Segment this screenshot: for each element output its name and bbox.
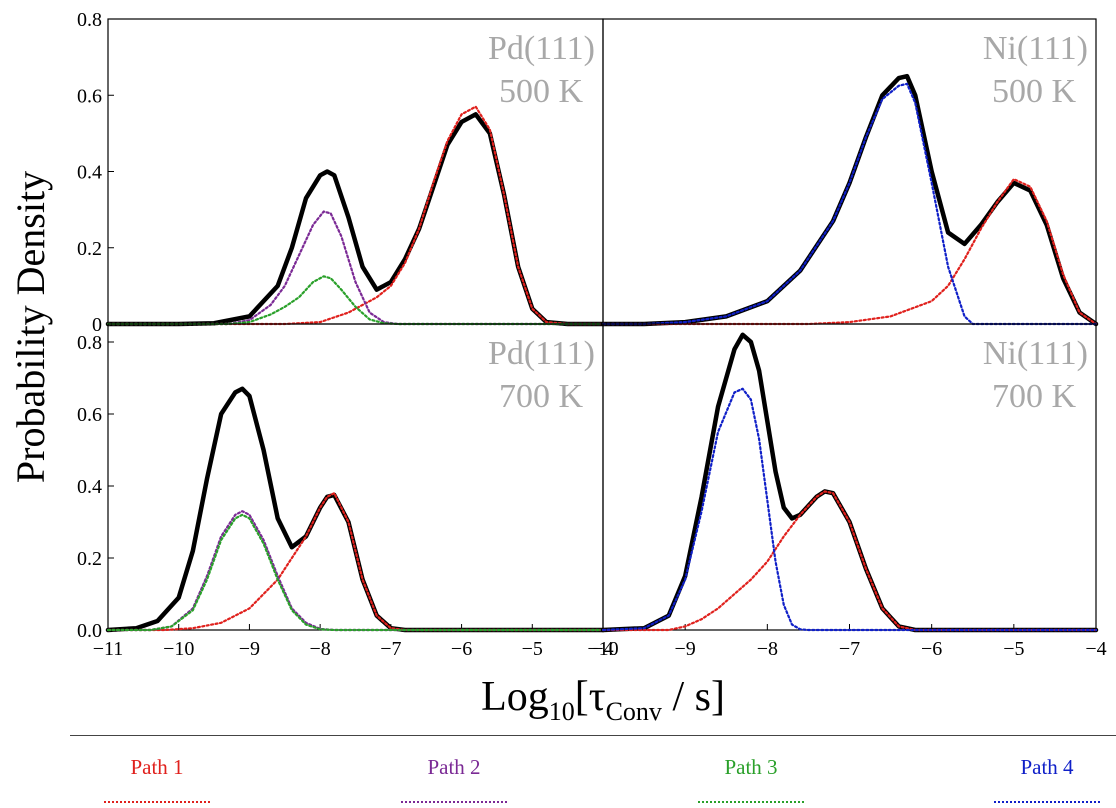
legend-divider [70,735,1116,736]
legend-item-path-4: Path 4 [1020,755,1074,779]
panel-pd-500-series-total [105,112,606,327]
panel-pd-500-series-path-2 [106,210,605,326]
panel-pd-700-xtick-label: −5 [522,638,543,660]
panel-pd-700-series-path-2 [106,510,605,632]
panel-pd-700-series-path-3 [106,513,605,632]
panel-pd-700-xtick-label: −4 [592,638,613,660]
panel-ni-500: Ni(111) 500 K [600,18,1099,327]
legend-swatch-path-2 [401,801,507,803]
panel-pd-500-series-path-3 [106,275,605,326]
panel-pd-500-ytick-label: 0 [92,314,102,336]
panel-pd-700-xtick-label: −7 [380,638,401,660]
panel-pd-700-ytick-label: 0.4 [77,476,102,498]
panel-ni-500-label-temperature: 500 K [992,73,1077,110]
panel-ni-700: −10 −9 −8 −7 −6 −5 −4 Ni(111) 700 K [587,323,1107,660]
legend-item-path-2: Path 2 [427,755,481,779]
panel-ni-500-label-surface: Ni(111) [983,30,1088,67]
panel-pd-700: 0.8 0.6 0.4 0.2 0.0−11 −10 −9 −8 −7 −6 −5 −4 Pd(111)… [77,323,614,660]
panel-ni-500-series-path-1 [601,178,1098,326]
legend: Path 1 Path 2 Path 3 Path 4 [0,735,1116,808]
panel-ni-700-series-path-1 [601,490,1098,632]
x-axis-label-tail: / s] [662,674,725,720]
panel-pd-500-ytick-label: 0.4 [77,162,102,184]
panel-pd-500-series-path-1 [106,105,605,326]
panel-ni-700-xtick-label: −8 [757,638,778,660]
panel-ni-700-xtick-label: −7 [839,638,860,660]
panel-pd-700-ytick-label: 0.6 [77,404,102,426]
panel-pd-700-xtick-label: −9 [239,638,260,660]
panel-ni-700-xtick-label: −4 [1085,638,1106,660]
panel-ni-700-xtick-label: −6 [921,638,942,660]
panel-pd-700-xtick-label: −8 [310,638,331,660]
legend-item-path-3: Path 3 [724,755,778,779]
panel-pd-700-series-path-1 [106,492,605,632]
panel-pd-500-ytick-label: 0.8 [77,9,102,31]
x-axis-label-open: [τ [575,674,606,720]
panel-pd-500-ytick-label: 0.6 [77,85,102,107]
panel-ni-700-xtick-label: −5 [1003,638,1024,660]
panel-pd-700-xtick-label: −11 [93,638,124,660]
panel-pd-500-label-temperature: 500 K [499,73,584,110]
panel-ni-700-label-temperature: 700 K [992,378,1077,415]
panel-pd-700-ytick-label: 0.0 [77,620,102,642]
panel-pd-700-label-temperature: 700 K [499,378,584,415]
panel-pd-500-label-surface: Pd(111) [488,30,595,67]
panel-pd-700-series-total [105,386,606,633]
legend-swatch-path-1 [104,801,210,803]
legend-swatch-path-4 [994,801,1100,803]
panel-pd-700-ytick-label: 0.8 [77,332,102,354]
panel-ni-700-series-path-4 [601,387,1098,632]
x-axis-label-tau-sub: Conv [606,697,662,726]
legend-swatch-path-3 [698,801,804,803]
y-axis-label: Probability Density [8,171,53,483]
panel-ni-500-series-path-4 [601,82,1098,326]
panel-pd-700-xtick-label: −6 [451,638,472,660]
legend-item-path-1: Path 1 [130,755,184,779]
x-axis-label-sub: 10 [549,697,575,726]
panel-pd-500: 0.8 0.6 0.4 0.2 0 Pd(111) 500 K [77,9,606,336]
panel-ni-700-xtick-label: −9 [675,638,696,660]
panel-pd-700-label-surface: Pd(111) [488,335,595,372]
panel-pd-700-xtick-label: −10 [163,638,194,660]
panel-ni-700-xtick-label: −10 [587,638,618,660]
x-axis-label: Log10[τConv / s] [481,674,725,726]
panel-pd-500-ytick-label: 0.2 [77,238,102,260]
panel-ni-700-label-surface: Ni(111) [983,335,1088,372]
x-axis-label-main: Log [481,674,549,720]
panel-ni-500-series-total [600,73,1099,327]
panel-pd-700-ytick-label: 0.2 [77,548,102,570]
